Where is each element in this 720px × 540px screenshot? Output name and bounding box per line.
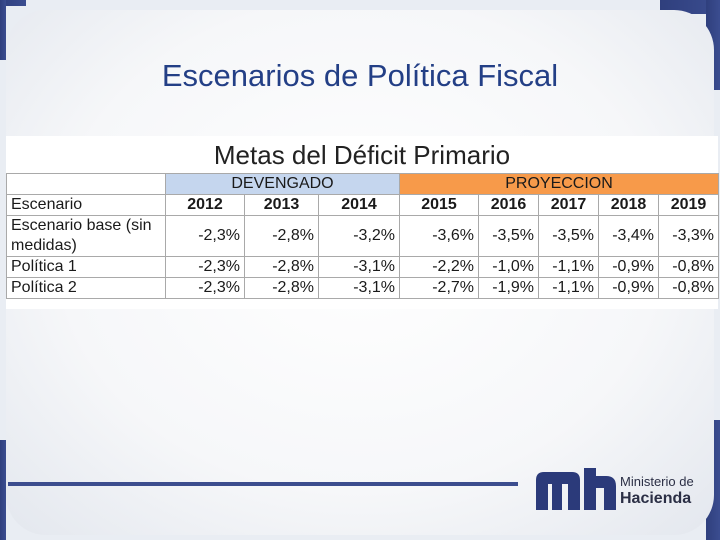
table-cell: -2,3% (165, 215, 245, 257)
table-title: Metas del Déficit Primario (213, 140, 511, 170)
table-cell: -0,9% (598, 277, 660, 299)
table-cell: -3,2% (317, 215, 401, 257)
table-cell: -1,1% (538, 256, 600, 278)
corner-bar-left (0, 0, 6, 60)
table-row: Política 2 -2,3% -2,8% -3,1% -2,7% -1,9%… (6, 277, 720, 299)
table-cell: -1,1% (538, 277, 600, 299)
table-cell: -3,5% (478, 215, 540, 257)
logo-ministerio-text: Ministerio de (620, 474, 694, 489)
table-cell: -2,7% (399, 277, 480, 299)
table-cell: -3,1% (317, 277, 401, 299)
hacienda-logo-icon (536, 468, 616, 510)
year-header: 2017 (538, 194, 600, 216)
table-row: Escenario base (sin medidas) -2,3% -2,8%… (6, 215, 720, 257)
footer-divider (8, 482, 518, 486)
table-cell: -2,8% (244, 215, 319, 257)
year-header: 2016 (478, 194, 540, 216)
row-label: Política 2 (6, 277, 166, 299)
table-cell: -2,8% (244, 256, 319, 278)
table-cell: -3,4% (598, 215, 660, 257)
table-row: Política 1 -2,3% -2,8% -3,1% -2,2% -1,0%… (6, 256, 720, 278)
table-cell: -1,0% (478, 256, 540, 278)
logo-hacienda-text: Hacienda (620, 490, 692, 507)
devengado-header: DEVENGADO (164, 173, 401, 195)
row-label: Escenario base (sin medidas) (6, 215, 166, 257)
group-header-row: DEVENGADO PROYECCION (6, 173, 720, 195)
year-header: 2018 (598, 194, 660, 216)
table-cell: -3,5% (538, 215, 600, 257)
table-cell: -0,9% (598, 256, 660, 278)
row-label: Política 1 (6, 256, 166, 278)
table-cell: -2,3% (165, 256, 245, 278)
table-cell: -0,8% (658, 277, 720, 299)
table-cell: -3,3% (658, 215, 720, 257)
slide-title: Escenarios de Política Fiscal (161, 58, 559, 93)
year-header: 2014 (317, 194, 401, 216)
year-header: 2019 (658, 194, 720, 216)
table-cell: -2,8% (244, 277, 319, 299)
year-header-row: Escenario 2012 2013 2014 2015 2016 2017 … (6, 194, 720, 216)
proyeccion-header: PROYECCION (399, 173, 720, 195)
empty-header-cell (6, 173, 166, 195)
year-header: 2013 (244, 194, 319, 216)
deficit-table: Metas del Déficit Primario DEVENGADO PRO… (6, 136, 720, 309)
deficit-grid: DEVENGADO PROYECCION Escenario 2012 2013… (6, 173, 720, 299)
year-header: 2012 (165, 194, 245, 216)
corner-bar-top-left (0, 0, 26, 6)
table-cell: -2,3% (165, 277, 245, 299)
table-cell: -3,1% (317, 256, 401, 278)
table-cell: -1,9% (478, 277, 540, 299)
table-cell: -3,6% (399, 215, 480, 257)
corner-bar-bottom-left (0, 440, 6, 540)
table-cell: -2,2% (399, 256, 480, 278)
table-cell: -0,8% (658, 256, 720, 278)
scenario-column-header: Escenario (6, 194, 166, 216)
year-header: 2015 (399, 194, 480, 216)
